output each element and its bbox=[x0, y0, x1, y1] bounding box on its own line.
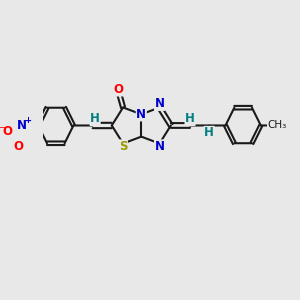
Text: N: N bbox=[154, 98, 164, 110]
Text: H: H bbox=[185, 112, 195, 125]
Text: H: H bbox=[90, 112, 100, 125]
Text: N: N bbox=[17, 119, 27, 132]
Text: S: S bbox=[119, 140, 127, 153]
Text: CH₃: CH₃ bbox=[268, 121, 287, 130]
Text: +: + bbox=[24, 116, 31, 124]
Text: O: O bbox=[3, 125, 13, 138]
Text: N: N bbox=[154, 140, 165, 153]
Text: −: − bbox=[0, 122, 5, 131]
Text: O: O bbox=[13, 140, 23, 153]
Text: O: O bbox=[113, 83, 123, 96]
Text: N: N bbox=[136, 108, 146, 121]
Text: H: H bbox=[204, 126, 214, 140]
